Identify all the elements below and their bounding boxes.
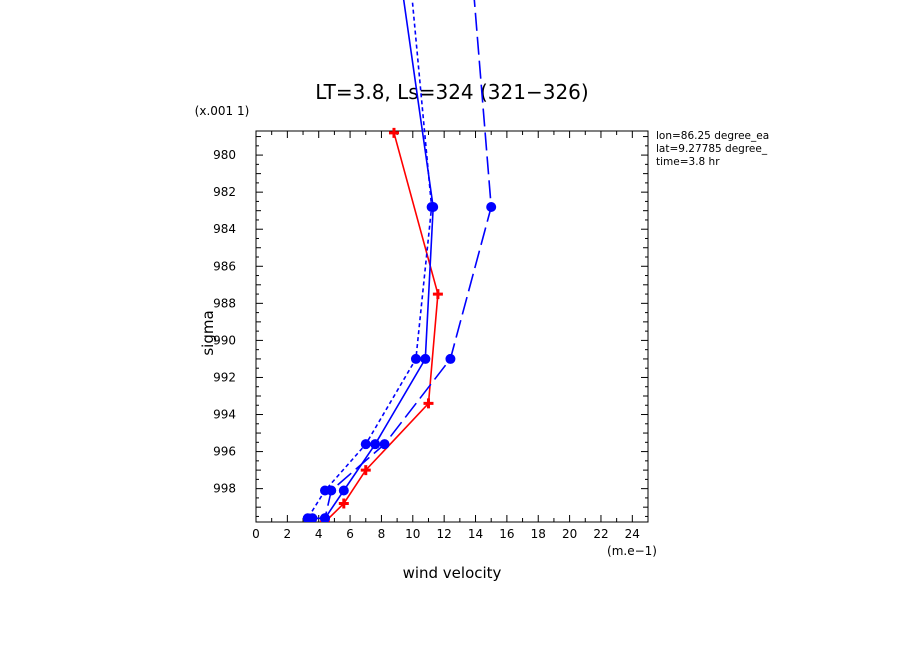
series-line-4 — [324, 0, 493, 519]
data-point — [326, 485, 337, 496]
chart-title: LT=3.8, Ls=324 (321−326) — [315, 80, 588, 104]
series-group — [302, 0, 497, 522]
data-point — [486, 201, 497, 212]
y-tick-label: 984 — [213, 222, 236, 236]
data-point — [423, 398, 434, 409]
y-tick-label: 992 — [213, 370, 236, 384]
data-point — [420, 353, 431, 364]
data-point — [388, 127, 399, 138]
data-point — [410, 353, 421, 364]
data-point — [360, 439, 371, 450]
annotation-lon: lon=86.25 degree_ea — [656, 130, 769, 142]
x-tick-label: 6 — [346, 527, 354, 541]
data-point — [319, 513, 330, 522]
y-tick-label: 990 — [213, 333, 236, 347]
data-point — [379, 439, 390, 450]
y-tick-label: 980 — [213, 148, 236, 162]
data-point — [338, 498, 349, 509]
x-tick-label: 12 — [437, 527, 452, 541]
annotation-time: time=3.8 hr — [656, 156, 720, 168]
x-tick-label: 14 — [468, 527, 483, 541]
data-point — [445, 353, 456, 364]
annotation-lat: lat=9.27785 degree_ — [656, 143, 768, 155]
plot-frame — [255, 130, 649, 523]
data-point — [338, 485, 349, 496]
y-tick-label: 988 — [213, 296, 236, 310]
x-tick-label: 2 — [284, 527, 292, 541]
x-tick-label: 24 — [625, 527, 640, 541]
x-tick-label: 4 — [315, 527, 323, 541]
data-point — [432, 289, 443, 300]
x-tick-label: 16 — [499, 527, 514, 541]
series-line-1 — [324, 132, 439, 522]
x-tick-label: 8 — [378, 527, 386, 541]
data-point — [370, 439, 381, 450]
data-point — [426, 201, 437, 212]
data-point — [360, 465, 371, 476]
x-tick-label: 22 — [593, 527, 608, 541]
data-point — [302, 513, 313, 522]
y-tick-label: 996 — [213, 445, 236, 459]
y-tick-label: 982 — [213, 185, 236, 199]
x-tick-label: 18 — [531, 527, 546, 541]
x-tick-label: 20 — [562, 527, 577, 541]
y-tick-label: 994 — [213, 408, 236, 422]
x-tick-label: 0 — [252, 527, 260, 541]
x-axis-label: wind velocity — [403, 564, 502, 582]
y-axis-label: sigma — [199, 310, 217, 355]
y-units-label: (x.001 1) — [195, 104, 250, 118]
x-units-label: (m.e−1) — [607, 544, 657, 558]
y-tick-label: 998 — [213, 482, 236, 496]
x-tick-label: 10 — [405, 527, 420, 541]
series-line-3 — [307, 0, 433, 519]
y-tick-label: 986 — [213, 259, 236, 273]
